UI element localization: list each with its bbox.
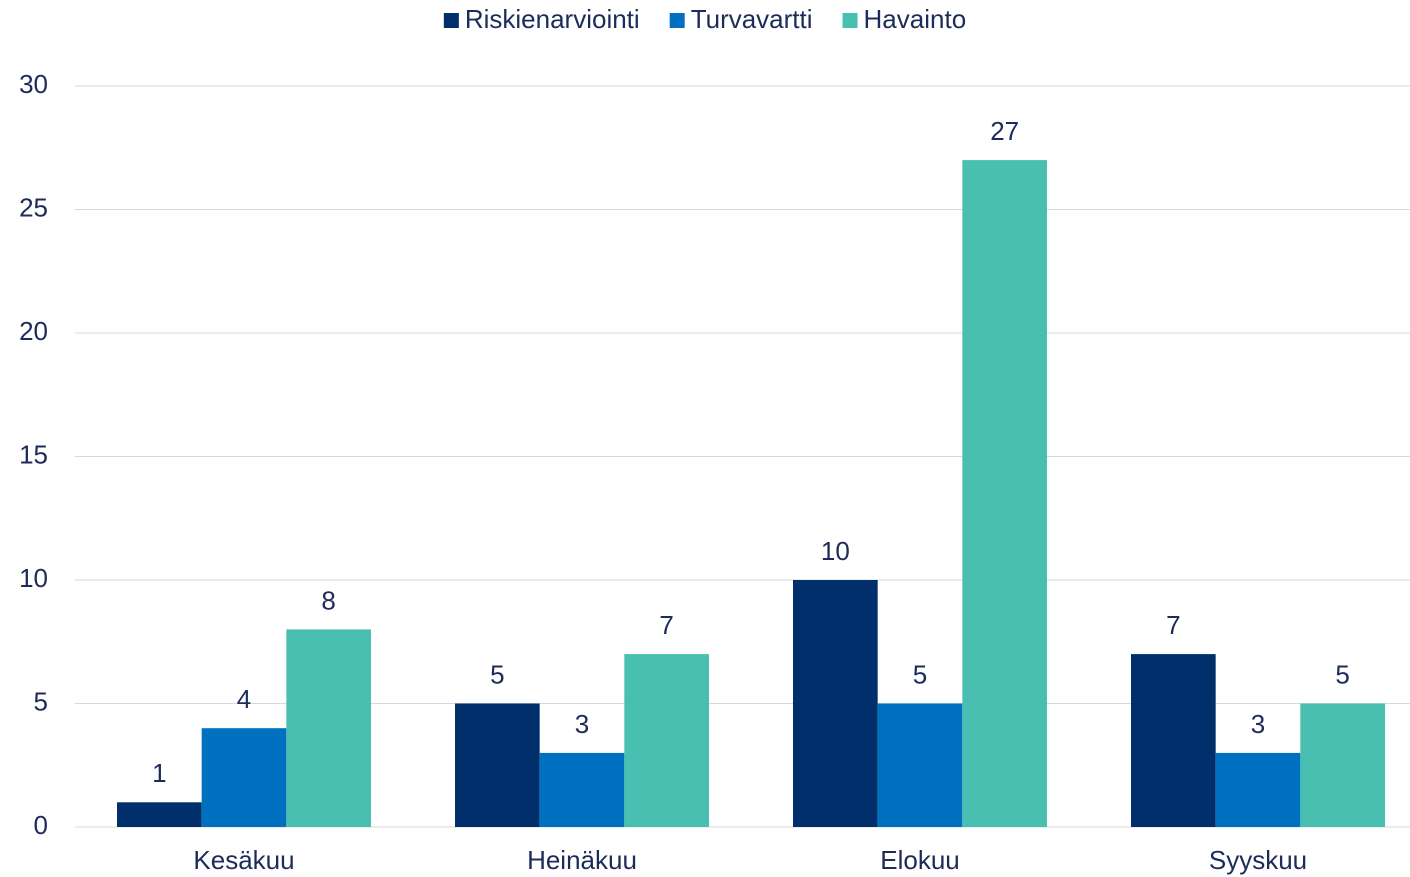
bar	[877, 703, 963, 827]
y-tick-label: 10	[19, 563, 48, 593]
legend-label: Turvavartti	[691, 4, 813, 34]
bar	[201, 728, 287, 827]
legend-swatch	[443, 13, 459, 28]
y-tick-label: 25	[19, 192, 48, 222]
data-label: 27	[990, 116, 1019, 146]
legend-label: Riskienarviointi	[465, 4, 640, 34]
legend-swatch	[842, 13, 858, 28]
y-tick-label: 15	[19, 439, 48, 469]
bar	[1215, 752, 1301, 827]
bar	[1300, 703, 1385, 827]
bar	[624, 654, 709, 827]
legend-label: Havainto	[864, 4, 967, 34]
data-label: 5	[490, 659, 504, 689]
data-label: 5	[913, 659, 927, 689]
bar	[962, 160, 1047, 828]
data-label: 3	[1251, 709, 1265, 739]
bar	[539, 752, 625, 827]
y-tick-label: 20	[19, 316, 48, 346]
bar	[1131, 654, 1216, 827]
bar	[117, 802, 202, 827]
bar	[793, 580, 878, 827]
data-label: 3	[575, 709, 589, 739]
data-label: 4	[237, 684, 251, 714]
x-tick-label: Elokuu	[880, 845, 960, 875]
bar	[286, 629, 371, 827]
data-label: 7	[1166, 610, 1180, 640]
bar	[455, 703, 540, 827]
data-label: 10	[821, 536, 850, 566]
data-label: 7	[659, 610, 673, 640]
y-tick-label: 5	[34, 686, 48, 716]
x-tick-label: Syyskuu	[1209, 845, 1307, 875]
data-label: 5	[1335, 659, 1349, 689]
x-tick-label: Kesäkuu	[193, 845, 294, 875]
data-label: 8	[321, 585, 335, 615]
legend-swatch	[669, 13, 685, 28]
y-tick-label: 0	[34, 810, 48, 840]
y-tick-label: 30	[19, 69, 48, 99]
data-label: 1	[152, 758, 166, 788]
x-tick-label: Heinäkuu	[527, 845, 637, 875]
